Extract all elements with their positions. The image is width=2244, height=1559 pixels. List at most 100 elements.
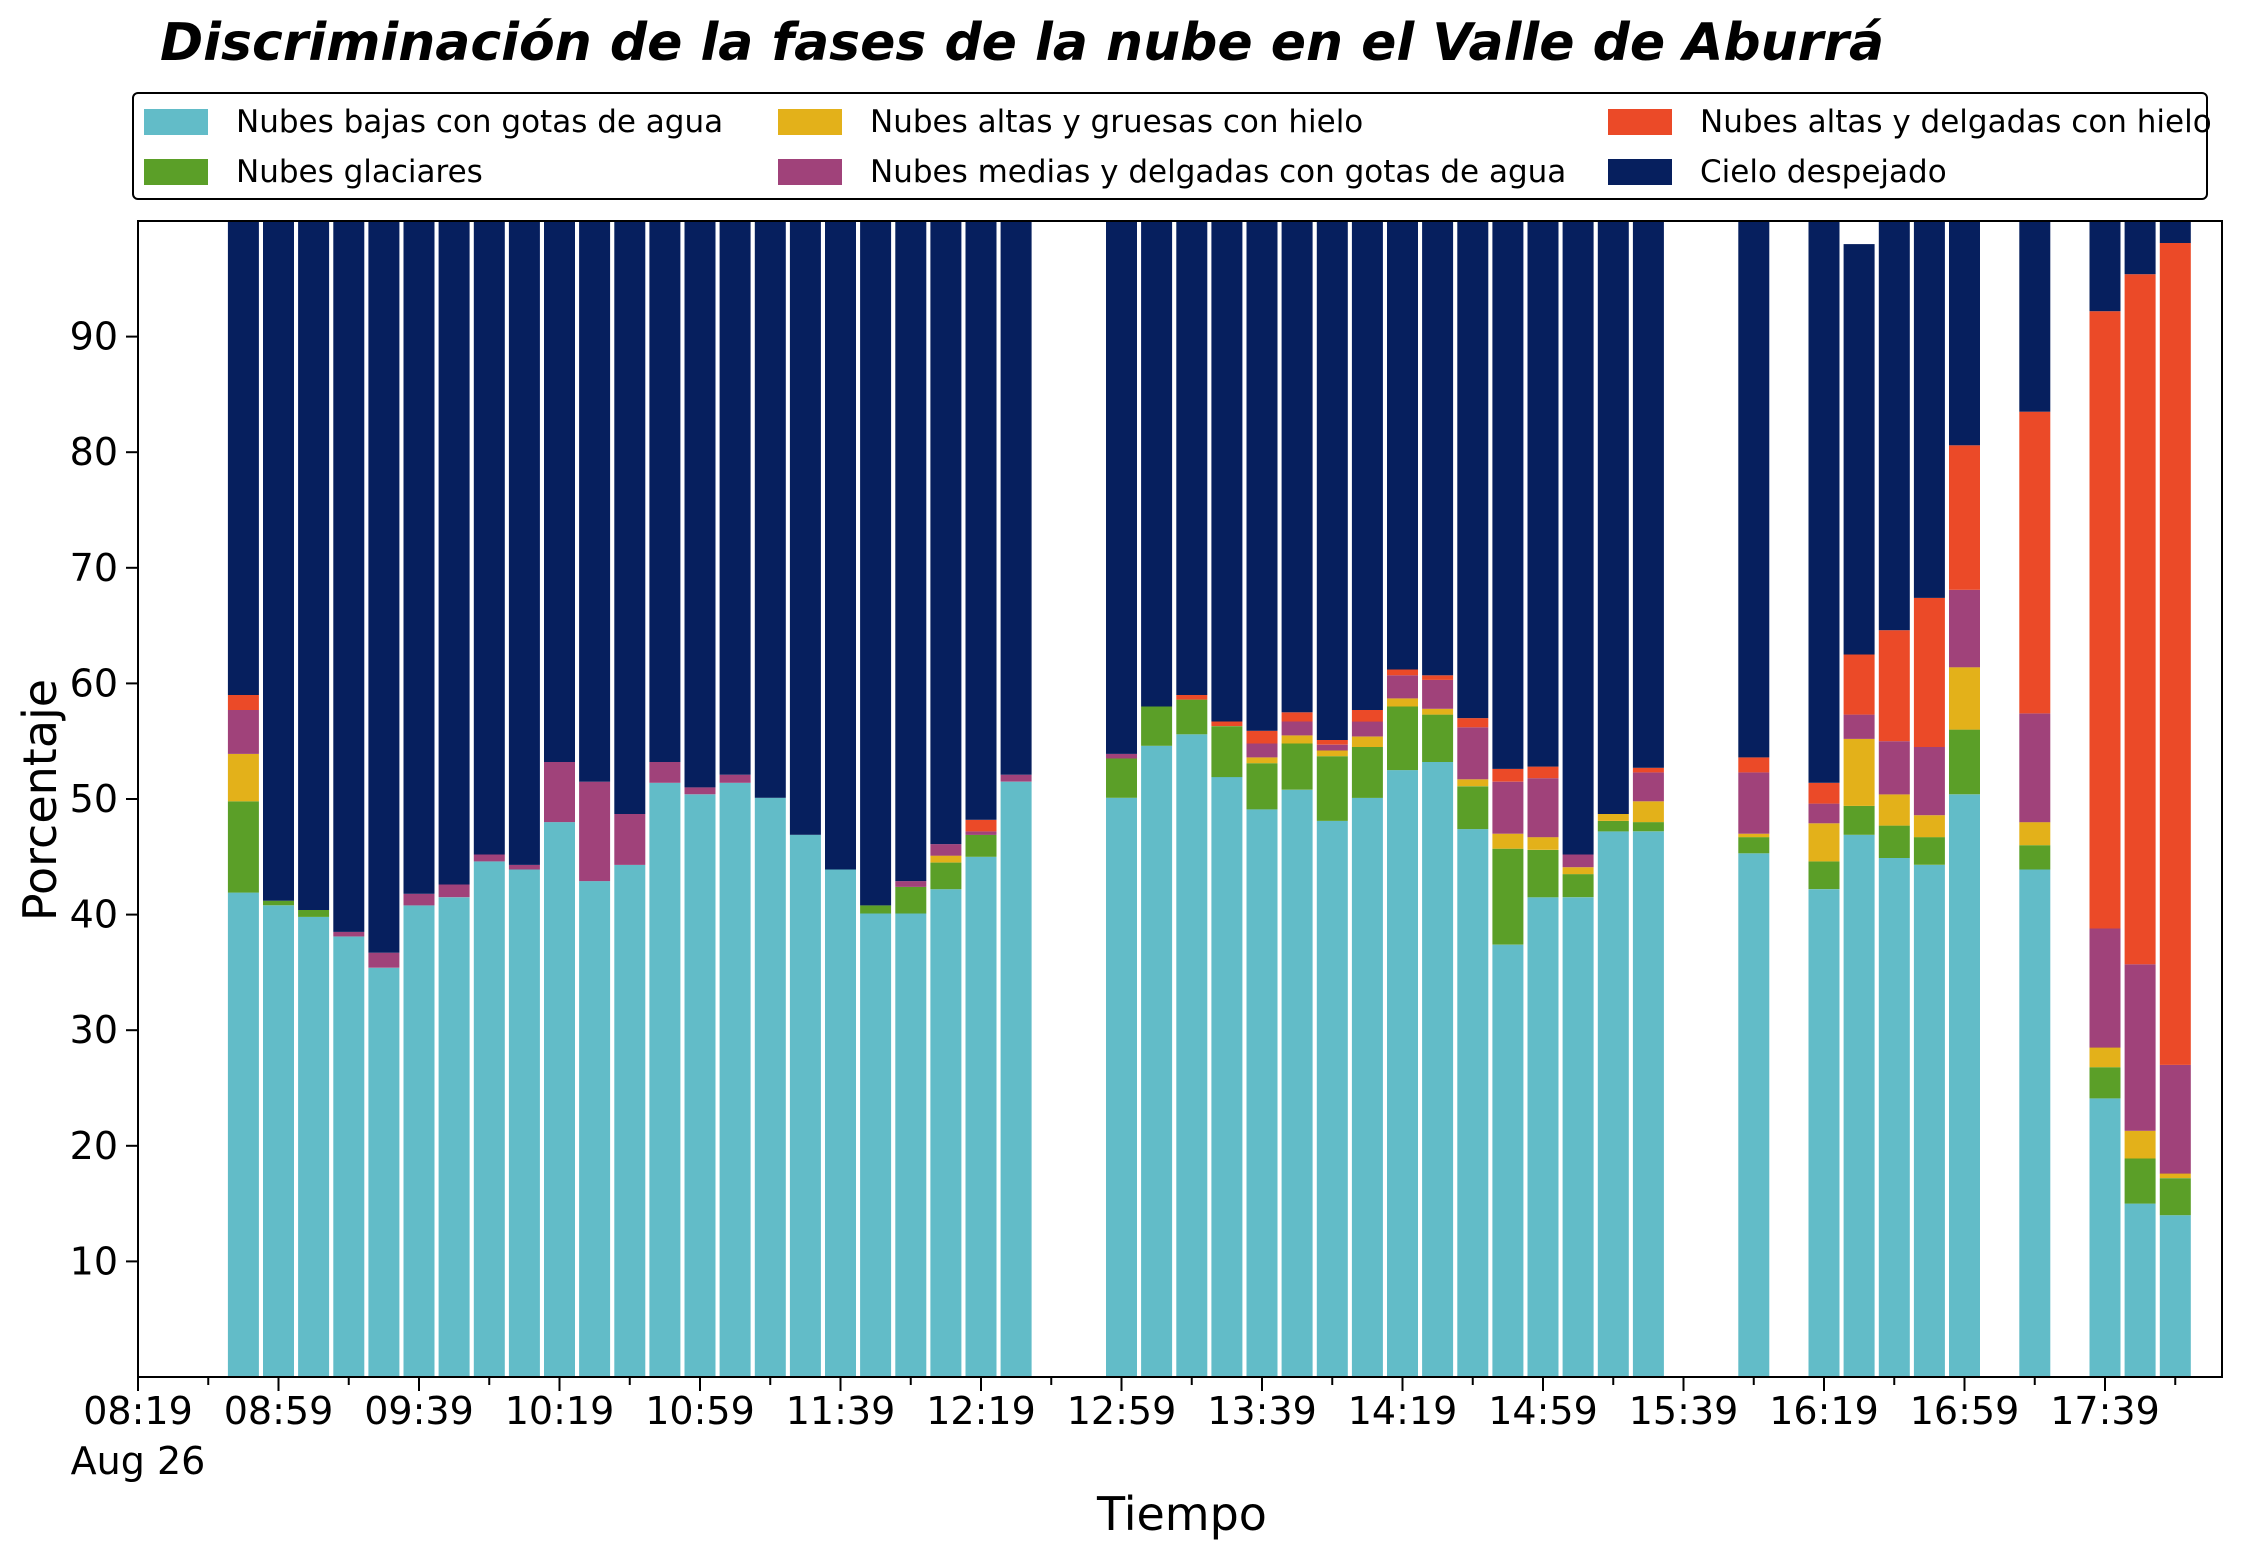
x-tick-label: 14:59 bbox=[1488, 1389, 1598, 1433]
bar-nubes-medias-y-delgadas-con-gotas-de-agua-1039 bbox=[614, 814, 646, 865]
bar-nubes-medias-y-delgadas-con-gotas-de-agua-0929 bbox=[368, 952, 400, 968]
legend-item-nubes-altas-gruesas: Nubes altas y gruesas con hielo bbox=[778, 100, 1363, 144]
bar-nubes-bajas-con-gotas-de-agua-1009 bbox=[508, 869, 540, 1377]
bar-nubes-glaciares-0909 bbox=[298, 910, 330, 917]
legend-label: Nubes bajas con gotas de agua bbox=[236, 104, 724, 140]
legend-swatch bbox=[144, 159, 208, 185]
bar-cielo-despejado-1619 bbox=[1808, 221, 1840, 783]
bar-nubes-bajas-con-gotas-de-agua-1229 bbox=[1000, 781, 1032, 1377]
bar-nubes-bajas-con-gotas-de-agua-1209 bbox=[930, 889, 962, 1377]
bar-cielo-despejado-1149 bbox=[860, 221, 892, 906]
bar-nubes-bajas-con-gotas-de-agua-1219 bbox=[965, 856, 997, 1377]
bar-nubes-glaciares-0849 bbox=[227, 801, 259, 893]
bar-nubes-glaciares-1719 bbox=[2019, 845, 2051, 870]
bar-nubes-medias-y-delgadas-con-gotas-de-agua-1359 bbox=[1316, 744, 1348, 751]
bar-nubes-medias-y-delgadas-con-gotas-de-agua-1629 bbox=[1843, 714, 1875, 739]
x-axis-title: Tiempo bbox=[1096, 1487, 1267, 1541]
bar-nubes-glaciares-0859 bbox=[263, 900, 294, 906]
bar-nubes-medias-y-delgadas-con-gotas-de-agua-1749 bbox=[2124, 964, 2156, 1131]
bars-layer bbox=[227, 221, 2191, 1377]
y-axis-title: Porcentaje bbox=[13, 679, 67, 921]
bar-nubes-glaciares-1429 bbox=[1422, 714, 1454, 762]
bar-cielo-despejado-0909 bbox=[298, 221, 330, 910]
bar-nubes-medias-y-delgadas-con-gotas-de-agua-0959 bbox=[473, 854, 505, 862]
bar-nubes-glaciares-1329 bbox=[1211, 726, 1243, 778]
x-tick-label: 08:59 bbox=[224, 1389, 334, 1433]
bar-nubes-glaciares-1559 bbox=[1738, 837, 1770, 854]
bar-nubes-altas-y-gruesas-con-hielo-1649 bbox=[1913, 815, 1945, 838]
x-tick-date-label: Aug 26 bbox=[71, 1439, 206, 1483]
bar-cielo-despejado-1649 bbox=[1913, 221, 1945, 598]
legend-swatch bbox=[1608, 109, 1672, 135]
bar-nubes-medias-y-delgadas-con-gotas-de-agua-1719 bbox=[2019, 713, 2051, 823]
bar-nubes-altas-y-gruesas-con-hielo-1559 bbox=[1738, 833, 1770, 838]
bar-nubes-medias-y-delgadas-con-gotas-de-agua-1019 bbox=[544, 762, 575, 823]
bar-cielo-despejado-1719 bbox=[2019, 221, 2051, 412]
bar-nubes-glaciares-1439 bbox=[1457, 786, 1489, 830]
bar-nubes-altas-y-delgadas-con-hielo-1559 bbox=[1738, 757, 1770, 773]
bar-nubes-bajas-con-gotas-de-agua-1409 bbox=[1351, 797, 1383, 1377]
bar-nubes-medias-y-delgadas-con-gotas-de-agua-1659 bbox=[1949, 589, 1980, 668]
bar-cielo-despejado-1739 bbox=[2089, 221, 2121, 312]
bar-nubes-medias-y-delgadas-con-gotas-de-agua-1449 bbox=[1492, 781, 1524, 834]
bar-cielo-despejado-1409 bbox=[1351, 221, 1383, 710]
bar-nubes-bajas-con-gotas-de-agua-0849 bbox=[227, 892, 259, 1377]
bar-cielo-despejado-1559 bbox=[1738, 221, 1770, 758]
bar-nubes-medias-y-delgadas-con-gotas-de-agua-1409 bbox=[1351, 721, 1383, 737]
y-tick-label: 60 bbox=[70, 661, 118, 705]
bar-nubes-altas-y-delgadas-con-hielo-1429 bbox=[1422, 675, 1454, 680]
bar-nubes-medias-y-delgadas-con-gotas-de-agua-1759 bbox=[2159, 1064, 2191, 1174]
bar-nubes-bajas-con-gotas-de-agua-1639 bbox=[1878, 858, 1910, 1377]
legend-label: Nubes glaciares bbox=[236, 154, 483, 190]
bar-nubes-glaciares-1659 bbox=[1949, 729, 1980, 795]
bar-cielo-despejado-1329 bbox=[1211, 221, 1243, 722]
x-tick-label: 10:59 bbox=[645, 1389, 755, 1433]
bar-cielo-despejado-1459 bbox=[1527, 221, 1559, 767]
bar-nubes-medias-y-delgadas-con-gotas-de-agua-1109 bbox=[719, 774, 751, 783]
bar-nubes-medias-y-delgadas-con-gotas-de-agua-1739 bbox=[2089, 928, 2121, 1048]
x-axis: 08:19 Aug 26 08:59 09:39 10:19 10:59 11:39 12:1… bbox=[71, 1377, 2177, 1483]
legend-label: Nubes altas y gruesas con hielo bbox=[870, 104, 1364, 140]
bar-nubes-altas-y-delgadas-con-hielo-1449 bbox=[1492, 768, 1524, 782]
bar-nubes-glaciares-1519 bbox=[1597, 821, 1629, 832]
bar-cielo-despejado-1139 bbox=[825, 221, 856, 870]
bar-nubes-glaciares-1339 bbox=[1246, 763, 1278, 810]
bar-cielo-despejado-1339 bbox=[1246, 221, 1278, 731]
bar-cielo-despejado-1529 bbox=[1632, 221, 1664, 768]
bar-nubes-bajas-con-gotas-de-agua-1439 bbox=[1457, 829, 1489, 1377]
bar-cielo-despejado-1059 bbox=[684, 221, 716, 788]
bar-nubes-glaciares-1629 bbox=[1843, 805, 1875, 835]
bar-cielo-despejado-1519 bbox=[1597, 221, 1629, 814]
bar-nubes-bajas-con-gotas-de-agua-1339 bbox=[1246, 809, 1278, 1377]
bar-nubes-medias-y-delgadas-con-gotas-de-agua-0919 bbox=[333, 931, 365, 937]
bar-nubes-bajas-con-gotas-de-agua-1309 bbox=[1141, 745, 1173, 1377]
x-tick-label: 12:19 bbox=[926, 1389, 1036, 1433]
legend-swatch bbox=[1608, 159, 1672, 185]
bar-nubes-bajas-con-gotas-de-agua-1139 bbox=[825, 869, 856, 1377]
bar-nubes-medias-y-delgadas-con-gotas-de-agua-1509 bbox=[1562, 854, 1594, 868]
bar-nubes-bajas-con-gotas-de-agua-1329 bbox=[1211, 777, 1243, 1377]
bar-nubes-medias-y-delgadas-con-gotas-de-agua-1339 bbox=[1246, 743, 1278, 758]
bar-nubes-bajas-con-gotas-de-agua-1149 bbox=[860, 913, 892, 1377]
bar-nubes-altas-y-gruesas-con-hielo-1409 bbox=[1351, 736, 1383, 747]
bar-nubes-altas-y-delgadas-con-hielo-1359 bbox=[1316, 740, 1348, 745]
bar-nubes-medias-y-delgadas-con-gotas-de-agua-1439 bbox=[1457, 727, 1489, 780]
bar-nubes-glaciares-1759 bbox=[2159, 1178, 2191, 1216]
bar-nubes-glaciares-1459 bbox=[1527, 849, 1559, 898]
bar-nubes-medias-y-delgadas-con-gotas-de-agua-1219 bbox=[965, 831, 997, 835]
bar-nubes-altas-y-delgadas-con-hielo-1649 bbox=[1913, 597, 1945, 747]
bar-cielo-despejado-1039 bbox=[614, 221, 646, 814]
bar-nubes-bajas-con-gotas-de-agua-1319 bbox=[1176, 734, 1208, 1377]
bar-nubes-bajas-con-gotas-de-agua-1419 bbox=[1387, 770, 1418, 1377]
bar-nubes-altas-y-gruesas-con-hielo-1419 bbox=[1387, 698, 1418, 707]
y-tick-label: 70 bbox=[70, 546, 118, 590]
bar-cielo-despejado-1219 bbox=[965, 221, 997, 820]
x-tick-label: 09:39 bbox=[364, 1389, 474, 1433]
bar-nubes-medias-y-delgadas-con-gotas-de-agua-0849 bbox=[227, 710, 259, 754]
legend-label: Nubes medias y delgadas con gotas de agu… bbox=[870, 154, 1567, 190]
legend-label: Nubes altas y delgadas con hielo bbox=[1700, 104, 2212, 140]
bar-cielo-despejado-1659 bbox=[1949, 221, 1980, 446]
bar-nubes-medias-y-delgadas-con-gotas-de-agua-1649 bbox=[1913, 747, 1945, 816]
bar-nubes-medias-y-delgadas-con-gotas-de-agua-1559 bbox=[1738, 772, 1770, 834]
bar-nubes-bajas-con-gotas-de-agua-1429 bbox=[1422, 762, 1454, 1377]
